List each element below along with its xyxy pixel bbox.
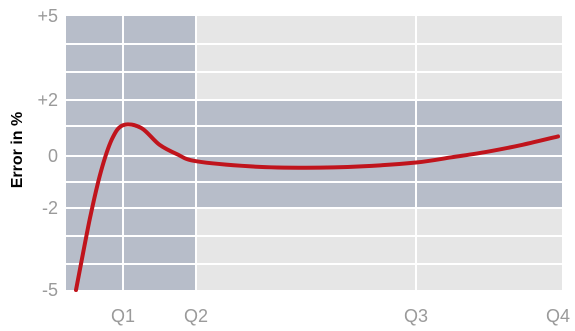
x-tick-label: Q2 (184, 306, 208, 326)
series-layer (74, 122, 560, 292)
y-tick-label: -5 (42, 280, 58, 300)
y-tick-label: -2 (42, 198, 58, 218)
x-tick-label: Q4 (546, 306, 570, 326)
band-middle-dark (66, 100, 562, 208)
y-tick-label: +5 (37, 6, 58, 26)
grid-lines (66, 16, 562, 290)
x-axis-ticks: Q1 Q2 Q3 Q4 (111, 306, 570, 326)
x-tick-label: Q3 (404, 306, 428, 326)
y-axis-title: Error in % (9, 112, 26, 188)
y-tick-label: 0 (48, 146, 58, 166)
x-tick-label: Q1 (111, 306, 135, 326)
y-tick-label: +2 (37, 90, 58, 110)
series-line-0 (74, 122, 560, 292)
y-axis-ticks: +5 +2 0 -2 -5 (37, 6, 58, 300)
band-top-left-dark (66, 16, 196, 100)
